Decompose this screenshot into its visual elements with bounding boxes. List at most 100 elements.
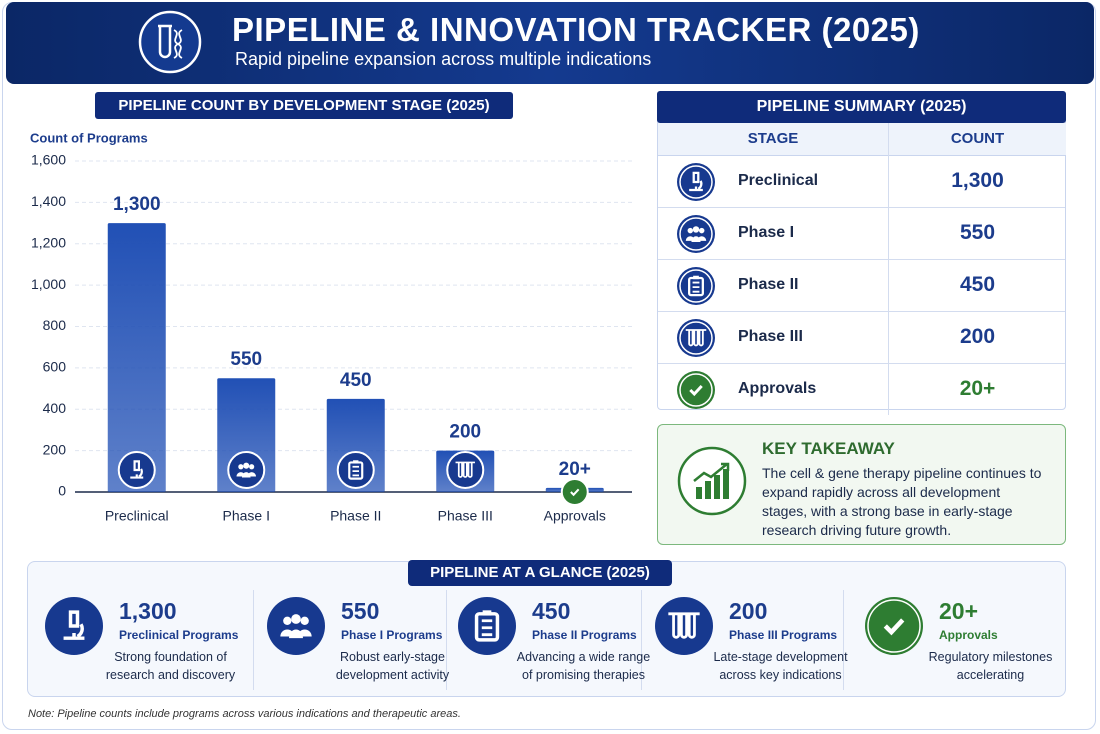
card-value: 1,300 (119, 598, 177, 624)
card-text: Late-stage development across key indica… (713, 650, 848, 682)
icon (677, 319, 715, 357)
y-axis-label: Count of Programs (30, 130, 148, 145)
y-tick-label: 1,000 (31, 276, 66, 292)
y-tick-label: 200 (43, 441, 67, 457)
icon (677, 163, 715, 201)
summary-row: Preclinical 1,300 (658, 155, 1065, 208)
summary-row: Approvals 20+ (658, 363, 1065, 415)
takeaway-title: KEY TAKEAWAY (762, 439, 895, 458)
summary-row: Phase II 450 (658, 259, 1065, 312)
icon (458, 597, 516, 655)
card-text: Robust early-stage development activity (335, 650, 450, 682)
bar-icon (446, 451, 485, 489)
glance-card: 450 Phase II Programs Advancing a wide ran… (456, 590, 650, 690)
column-header: STAGE (658, 123, 888, 156)
card-label: Phase II Programs (532, 628, 637, 642)
icon (677, 371, 715, 409)
header-subtitle: Rapid pipeline expansion across multiple… (235, 49, 652, 69)
y-tick-label: 400 (43, 400, 67, 416)
icon-circle (677, 215, 715, 253)
glance-card: 200 Phase III Programs Late-stage developm… (653, 590, 848, 690)
icon-ring (867, 599, 921, 653)
glance-card: 550 Phase I Programs Robust early-stage de… (265, 590, 455, 690)
summary-table: PIPELINE SUMMARY (2025) STAGE COUNT Prec… (657, 91, 1066, 415)
value-label: 1,300 (113, 194, 161, 215)
card-label: Phase III Programs (729, 628, 838, 642)
bar (107, 223, 166, 492)
glance-card: 1,300 Preclinical Programs Strong foundati… (43, 590, 238, 690)
icon (677, 267, 715, 305)
summary-row: Phase I 550 (658, 207, 1065, 260)
value-label: 450 (340, 370, 372, 391)
x-tick-label: Preclinical (105, 508, 169, 524)
count-cell: 20+ (888, 363, 1066, 415)
summary-row: Phase III 200 (658, 311, 1065, 364)
header-icon (138, 10, 202, 74)
icon-ring (679, 165, 713, 199)
icon (267, 597, 325, 655)
icon-circle (677, 319, 715, 357)
card-label: Approvals (939, 628, 998, 642)
icon-ring (679, 217, 713, 251)
y-tick-label: 1,200 (31, 234, 66, 250)
icon-circle (227, 451, 266, 489)
card-value: 200 (729, 598, 768, 624)
icon-circle (677, 267, 715, 305)
icon-circle (267, 597, 325, 655)
stage-cell: Phase II (738, 276, 799, 293)
header-title: PIPELINE & INNOVATION TRACKER (2025) (232, 11, 920, 48)
icon (865, 597, 923, 655)
divider (641, 590, 642, 690)
card-text: Regulatory milestones accelerating (928, 650, 1053, 682)
value-label: 550 (230, 349, 262, 370)
chart-title: PIPELINE COUNT BY DEVELOPMENT STAGE (202… (118, 97, 489, 114)
count-cell: 550 (888, 207, 1066, 259)
divider (843, 590, 844, 690)
key-takeaway: KEY TAKEAWAY The cell & gene therapy pip… (657, 424, 1066, 545)
card-value: 20+ (939, 598, 979, 624)
count-cell: 450 (888, 259, 1066, 311)
card-label: Phase I Programs (341, 628, 443, 642)
glance-title: PIPELINE AT A GLANCE (2025) (408, 560, 672, 586)
chart-title-pill (95, 92, 513, 119)
icon-circle (458, 597, 516, 655)
x-tick-label: Phase III (438, 508, 493, 524)
icon (677, 215, 715, 253)
card-text: Strong foundation of research and discov… (105, 650, 236, 682)
icon-circle (336, 451, 375, 489)
y-tick-label: 1,400 (31, 193, 66, 209)
summary-title: PIPELINE SUMMARY (2025) (657, 91, 1066, 123)
icon (655, 597, 713, 655)
icon-ring (679, 321, 713, 355)
stage-cell: Preclinical (738, 172, 819, 189)
y-tick-label: 800 (43, 317, 67, 333)
divider (253, 590, 254, 690)
icon (45, 597, 103, 655)
icon-ring (679, 373, 713, 407)
y-tick-label: 1,600 (31, 152, 66, 168)
x-tick-label: Approvals (544, 508, 606, 524)
card-value: 550 (341, 598, 380, 624)
card-value: 450 (532, 598, 571, 624)
column-header: COUNT (888, 123, 1066, 156)
count-cell: 200 (888, 311, 1066, 363)
count-cell: 1,300 (888, 155, 1066, 207)
stage-cell: Phase I (738, 224, 795, 241)
value-label: 200 (449, 422, 481, 443)
glance-card: 20+ Approvals Regulatory milestones accele… (863, 590, 1053, 690)
x-tick-label: Phase II (330, 508, 381, 524)
bar-icon (336, 451, 375, 489)
bar-icon (117, 451, 156, 489)
y-tick-label: 600 (43, 359, 67, 375)
stage-cell: Approvals (738, 380, 817, 397)
icon-circle (446, 451, 485, 489)
chart: PIPELINE COUNT BY DEVELOPMENT STAGE (202… (30, 92, 632, 524)
card-label: Preclinical Programs (119, 628, 239, 642)
glance-panel: PIPELINE AT A GLANCE (2025) 1,300 Preclin… (27, 560, 1066, 697)
takeaway-icon (677, 446, 747, 516)
value-label: 20+ (559, 459, 591, 480)
stage-cell: Phase III (738, 328, 803, 345)
bar-icon (560, 478, 589, 506)
bar-icon (227, 451, 266, 489)
